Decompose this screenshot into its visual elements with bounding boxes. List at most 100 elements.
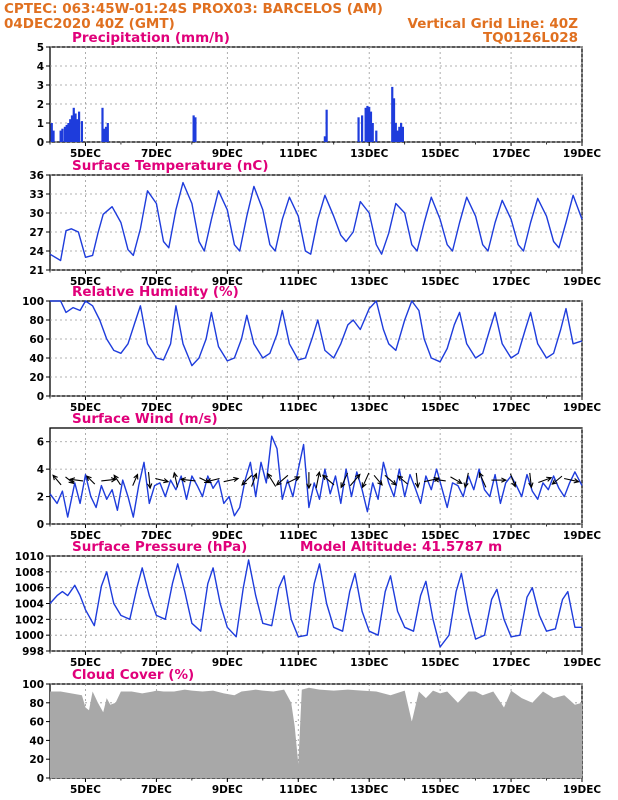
panel-2: 5DEC 7DEC 9DEC 11DEC 13DEC 15DEC 17DEC 19DEC 21 2… <box>29 158 601 288</box>
wind-arrow-head <box>252 472 258 479</box>
wind-arrow-head <box>147 483 153 490</box>
wind-arrow <box>306 472 312 490</box>
wind-arrow <box>223 476 240 483</box>
x-tick-label: 11DEC <box>279 657 318 669</box>
x-tick-label: 15DEC <box>421 276 460 288</box>
y-tick-label: 40 <box>29 353 44 365</box>
wind-arrow-head <box>241 480 247 486</box>
wind-arrow <box>564 477 580 484</box>
wind-arrow <box>155 477 170 484</box>
wind-arrow-head <box>133 473 139 480</box>
wind-arrow-shaft <box>564 477 579 483</box>
wind-arrow-shaft <box>315 472 320 489</box>
panels: 5DEC 7DEC 9DEC 11DEC 13DEC 15DEC 17DEC 19DEC 0 1 2… <box>15 30 602 796</box>
x-tick-label: 7DEC <box>141 657 172 669</box>
precip-bar <box>70 115 74 142</box>
precip-bar <box>61 128 64 142</box>
precip-bar <box>400 123 403 142</box>
series-line <box>49 181 583 262</box>
y-tick-label: 24 <box>29 246 44 258</box>
wind-arrow-head <box>266 472 273 479</box>
plot-frame <box>49 300 583 397</box>
y-tick-label: 80 <box>29 315 44 327</box>
wind-arrow-shaft <box>415 472 419 488</box>
y-tick-label: 2 <box>37 99 44 111</box>
wind-arrow-head <box>113 474 119 481</box>
wind-arrow <box>491 477 508 483</box>
x-tick-label: 13DEC <box>350 148 389 160</box>
x-tick-label: 7DEC <box>141 276 172 288</box>
wind-arrow <box>241 474 253 486</box>
x-tick-label: 13DEC <box>350 276 389 288</box>
wind-arrow-head <box>456 478 463 484</box>
wind-arrow-shaft <box>340 472 349 488</box>
panel-4: 5DEC 7DEC 9DEC 11DEC 13DEC 15DEC 17DEC 19DEC 0 2 4… <box>37 411 602 542</box>
panel-5: 5DEC 7DEC 9DEC 11DEC 13DEC 15DEC 17DEC 19DEC 998… <box>15 539 602 669</box>
precip-bar <box>65 124 68 142</box>
wind-arrow-head <box>205 478 212 484</box>
x-tick-label: 19DEC <box>563 784 602 796</box>
x-tick-label: 11DEC <box>279 276 318 288</box>
wind-arrow <box>528 472 534 489</box>
y-tick-label: 1000 <box>15 630 44 642</box>
x-tick-label: 9DEC <box>212 784 243 796</box>
y-tick-label: 30 <box>29 208 44 220</box>
precip-bar <box>77 111 81 142</box>
wind-arrow-head <box>397 475 404 481</box>
wind-arrow <box>478 471 487 488</box>
wind-arrow-shaft <box>181 478 196 482</box>
precip-bar <box>104 126 108 142</box>
x-tick-label: 19DEC <box>563 530 602 542</box>
precip-bar <box>50 123 53 142</box>
wind-arrow <box>113 474 122 486</box>
wind-arrow-head <box>179 477 187 483</box>
x-tick-label: 19DEC <box>563 657 602 669</box>
x-tick-label: 13DEC <box>350 530 389 542</box>
wind-arrow-head <box>551 479 558 485</box>
wind-arrow-head <box>478 471 484 478</box>
y-tick-label: 6 <box>37 437 44 449</box>
wind-arrow <box>551 475 563 485</box>
panel-3: 5DEC 7DEC 9DEC 11DEC 13DEC 15DEC 17DEC 19DEC 0 20… <box>22 284 601 414</box>
wind-arrow-head <box>294 476 301 482</box>
plot-frame <box>49 427 583 525</box>
wind-arrow <box>450 476 463 484</box>
x-tick-label: 15DEC <box>421 784 460 796</box>
x-tick-label: 15DEC <box>421 530 460 542</box>
wind-arrow-head <box>391 480 398 486</box>
model-altitude: Model Altitude: 41.5787 m <box>300 539 502 555</box>
precip-bar <box>361 115 364 142</box>
plot-frame <box>49 46 583 143</box>
wind-arrow <box>266 472 277 487</box>
wind-arrow <box>147 472 153 490</box>
wind-arrow-shaft <box>322 474 335 486</box>
wind-arrow <box>179 477 196 483</box>
y-tick-label: 20 <box>29 372 44 384</box>
wind-arrow-shaft <box>52 474 62 486</box>
precip-bar <box>369 111 373 142</box>
precip-bar <box>325 109 328 142</box>
wind-arrow <box>463 472 469 489</box>
y-tick-label: 100 <box>22 296 44 308</box>
wind-arrow-head <box>315 470 322 478</box>
wind-arrow <box>433 477 446 483</box>
wind-arrow-head <box>573 478 580 484</box>
wind-arrow-shaft <box>241 474 253 486</box>
y-tick-label: 1006 <box>15 583 44 595</box>
y-tick-label: 0 <box>37 137 44 149</box>
x-tick-label: 5DEC <box>70 402 101 414</box>
y-tick-label: 0 <box>37 773 44 785</box>
wind-arrow-shaft <box>529 472 532 488</box>
wind-arrow-shaft <box>223 477 239 483</box>
wind-arrow <box>397 475 409 485</box>
wind-arrow-head <box>172 471 178 478</box>
wind-arrow <box>286 476 301 484</box>
wind-arrow <box>275 474 289 486</box>
x-tick-label: 7DEC <box>141 402 172 414</box>
wind-arrow-head <box>340 482 346 489</box>
x-tick-label: 17DEC <box>492 402 531 414</box>
x-tick-label: 15DEC <box>421 402 460 414</box>
precip-bar <box>101 107 104 142</box>
wind-arrow-head <box>110 477 117 483</box>
precip-bar <box>106 123 109 142</box>
